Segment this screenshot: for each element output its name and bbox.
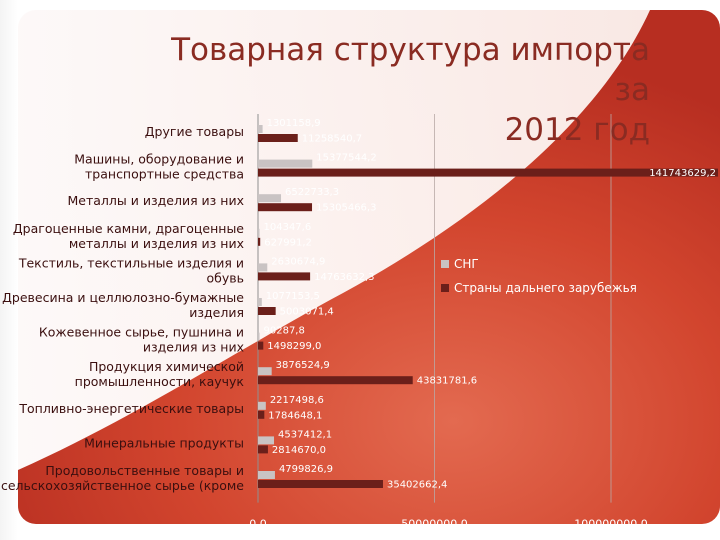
slide-left-gradient [0, 0, 18, 540]
data-label: 104347,6 [264, 222, 312, 233]
data-label: 15377544,2 [316, 153, 376, 164]
category-label: обувь [207, 270, 245, 285]
bar-far-abroad [258, 341, 264, 350]
data-label: 43831781,6 [417, 376, 477, 387]
bar-far-abroad [258, 480, 383, 488]
bar-far-abroad [258, 307, 276, 315]
legend-swatch [441, 284, 449, 292]
x-tick-label: 100000000,0 [574, 518, 647, 531]
category-label: транспортные средства [85, 167, 244, 182]
bar-far-abroad [258, 272, 311, 281]
slide-title: Товарная структура импорта за 2012 год [130, 30, 650, 150]
category-label: Текстиль, текстильные изделия и [18, 255, 244, 270]
bar-far-abroad [258, 134, 298, 142]
data-label: 141743629,2 [649, 168, 716, 179]
bar-cis [258, 159, 313, 168]
data-label: 1784648,1 [268, 410, 322, 421]
category-label: металлы и изделия из них [69, 236, 244, 251]
category-label: Другие товары [145, 124, 244, 139]
bar-cis [258, 298, 262, 306]
category-label: Металлы и изделия из них [68, 193, 244, 208]
bar-cis [258, 471, 275, 479]
category-label: Кожевенное сырье, пушнина и [39, 325, 244, 340]
slide-white-curve [18, 10, 650, 470]
category-label: Драгоценные камни, драгоценные [13, 221, 244, 236]
data-label: 1498299,0 [267, 341, 321, 352]
data-label: 627991,2 [264, 237, 312, 248]
bar-far-abroad [258, 168, 718, 177]
bar-cis [258, 125, 263, 133]
category-label: Продукция химической [89, 359, 244, 374]
category-label: изделия [189, 305, 244, 320]
category-label: Машины, оборудование и [74, 152, 244, 167]
bar-cis [258, 332, 260, 341]
category-label: Древесина и целлюлозно-бумажные [2, 290, 244, 305]
data-label: 1077153,5 [266, 291, 320, 302]
data-label: 90287,8 [264, 326, 305, 337]
bar-far-abroad [258, 237, 261, 246]
plot-area: 0,050000000,0100000000,0150000000,013011… [1, 114, 718, 531]
category-label: изделия из них [143, 340, 244, 355]
category-label: Топливно-энергетические товары [18, 401, 244, 416]
data-label: 14763632,3 [314, 272, 374, 283]
data-label: 2814670,0 [272, 445, 326, 456]
data-label: 4799826,9 [279, 464, 333, 475]
x-tick-label: 50000000,0 [401, 518, 467, 531]
bar-far-abroad [258, 376, 413, 385]
category-label: промышленности, каучук [75, 374, 245, 389]
category-label: Продовольственные товары и [45, 463, 244, 478]
bar-cis [258, 194, 282, 203]
data-label: 3876524,9 [276, 360, 330, 371]
data-label: 2630674,9 [271, 256, 325, 267]
data-label: 5003071,4 [280, 307, 334, 318]
bar-far-abroad [258, 203, 313, 212]
legend-label: СНГ [454, 257, 479, 271]
bar-cis [258, 228, 260, 237]
data-label: 11258540,7 [302, 134, 362, 145]
data-label: 4537412,1 [278, 429, 332, 440]
data-label: 15305466,3 [316, 203, 376, 214]
bar-cis [258, 263, 268, 272]
x-tick-label: 0,0 [249, 518, 267, 531]
bar-cis [258, 401, 266, 410]
legend-label: Страны дальнего зарубежья [454, 281, 637, 295]
slide-title-line-1: Товарная структура импорта за [171, 32, 650, 108]
category-label: Минеральные продукты [84, 435, 244, 450]
category-label: сельскохозяйственное сырье (кроме [1, 478, 244, 493]
bar-far-abroad [258, 445, 268, 454]
data-label: 2217498,6 [270, 395, 324, 406]
slide-title-line-2: 2012 год [504, 112, 650, 148]
bar-cis [258, 367, 272, 376]
legend-swatch [441, 260, 449, 268]
data-label: 6522733,3 [285, 187, 339, 198]
bar-cis [258, 436, 275, 445]
data-label: 35402662,4 [387, 480, 447, 491]
data-label: 1301158,9 [267, 118, 321, 129]
bar-far-abroad [258, 410, 265, 419]
